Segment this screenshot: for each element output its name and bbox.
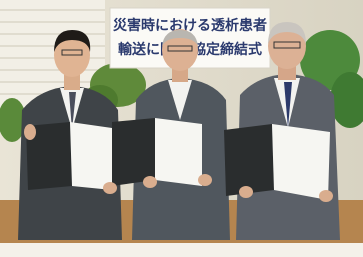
photo: 災害時における透析患者 輸送に関 協定締結式 (0, 0, 363, 257)
sign-line: 災害時における透析患者 (113, 17, 267, 34)
sign-line: 協定締結式 (192, 41, 262, 58)
floor (0, 243, 363, 257)
